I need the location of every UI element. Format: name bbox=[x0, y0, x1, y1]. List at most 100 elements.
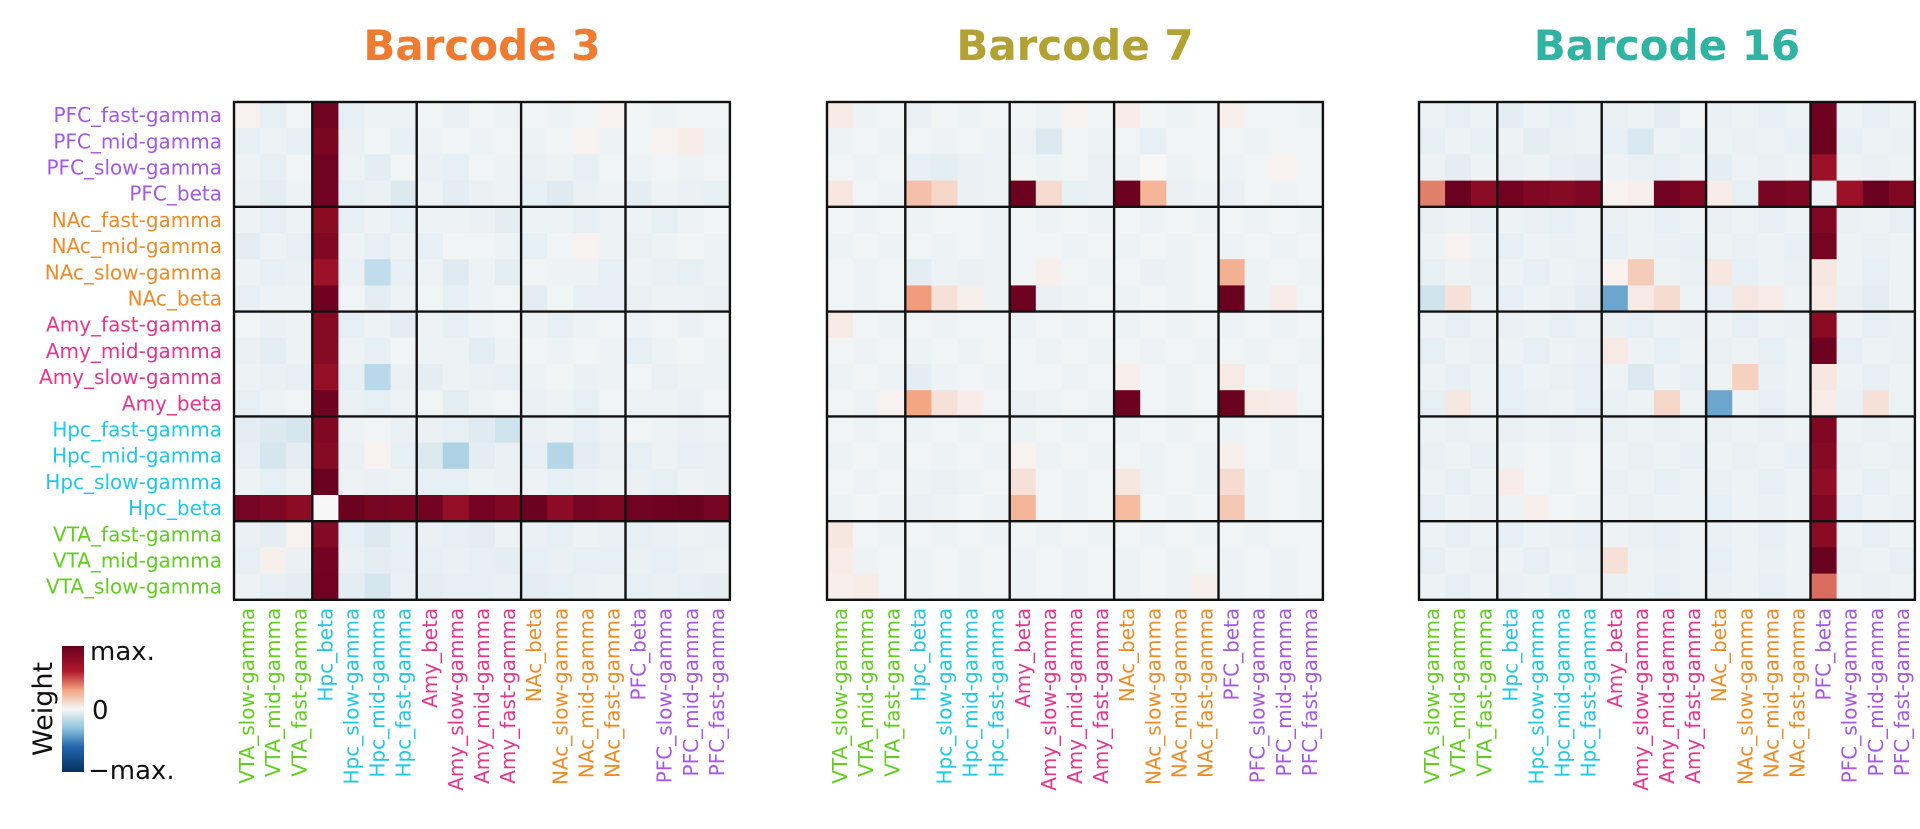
heatmap-cell bbox=[260, 233, 287, 260]
heatmap-cell bbox=[286, 128, 313, 155]
heatmap-cell bbox=[1706, 337, 1733, 365]
heatmap-cell bbox=[827, 128, 854, 155]
heatmap-cell bbox=[1888, 154, 1916, 181]
column-label: PFC_mid-gamma bbox=[1864, 608, 1888, 777]
heatmap-cell bbox=[1035, 285, 1063, 312]
heatmap-cell bbox=[1758, 259, 1785, 286]
heatmap-cell bbox=[1166, 442, 1193, 470]
heatmap-cell bbox=[495, 285, 522, 312]
heatmap-cell bbox=[1810, 364, 1837, 391]
column-label: NAc_fast-gamma bbox=[1786, 608, 1810, 778]
heatmap-cell bbox=[416, 364, 444, 391]
heatmap-cell bbox=[957, 547, 984, 574]
heatmap-cell bbox=[1114, 233, 1141, 260]
heatmap-cell bbox=[983, 442, 1011, 470]
heatmap-cell bbox=[931, 311, 958, 339]
heatmap-cell bbox=[312, 128, 339, 155]
heatmap-cell bbox=[827, 180, 854, 208]
heatmap-cell bbox=[1088, 102, 1115, 129]
heatmap-cell bbox=[1758, 416, 1785, 443]
heatmap-cell bbox=[905, 259, 932, 286]
heatmap-cell bbox=[1784, 547, 1811, 574]
heatmap-cell bbox=[1836, 573, 1864, 601]
heatmap-cell bbox=[599, 416, 626, 443]
heatmap-cell bbox=[364, 547, 391, 574]
heatmap-cell bbox=[1114, 102, 1141, 129]
heatmap-cell bbox=[1680, 495, 1707, 522]
heatmap-cell bbox=[1836, 285, 1864, 312]
column-label: VTA_slow-gamma bbox=[235, 608, 259, 784]
heatmap-cell bbox=[853, 416, 880, 443]
heatmap-cell bbox=[312, 233, 339, 260]
heatmap-cell bbox=[1862, 468, 1890, 496]
heatmap-cell bbox=[234, 573, 261, 601]
heatmap-cell bbox=[442, 521, 470, 548]
heatmap-cell bbox=[495, 547, 522, 574]
heatmap-cell bbox=[677, 416, 705, 443]
heatmap-cell bbox=[651, 468, 679, 496]
heatmap-cell bbox=[1601, 364, 1629, 391]
heatmap-cell bbox=[1114, 495, 1141, 522]
heatmap-cell bbox=[390, 390, 418, 417]
heatmap-cell bbox=[879, 390, 906, 417]
heatmap-cell bbox=[853, 442, 880, 470]
heatmap-cell bbox=[1836, 154, 1864, 181]
heatmap-cell bbox=[1497, 416, 1524, 443]
column-label: Hpc_beta bbox=[1498, 608, 1522, 702]
heatmap-cell bbox=[312, 154, 339, 181]
heatmap-cell bbox=[1549, 416, 1576, 443]
column-label: Amy_fast-gamma bbox=[1089, 608, 1113, 784]
heatmap-cell bbox=[1244, 233, 1272, 260]
heatmap-cell bbox=[1419, 128, 1446, 155]
column-label: NAc_mid-gamma bbox=[574, 608, 598, 778]
heatmap-cell bbox=[1088, 495, 1115, 522]
heatmap-cell bbox=[879, 233, 906, 260]
column-label: VTA_fast-gamma bbox=[1472, 608, 1496, 777]
heatmap-cell bbox=[547, 180, 574, 208]
heatmap-cell bbox=[338, 154, 365, 181]
heatmap-cell bbox=[1419, 154, 1446, 181]
heatmap-cell bbox=[1114, 573, 1141, 601]
heatmap-cell bbox=[599, 102, 626, 129]
heatmap-cell bbox=[827, 547, 854, 574]
heatmap-cell bbox=[1601, 495, 1629, 522]
heatmap-cell bbox=[827, 521, 854, 548]
heatmap-cell bbox=[442, 233, 470, 260]
heatmap-cell bbox=[1784, 206, 1811, 234]
heatmap-cell bbox=[547, 521, 574, 548]
row-label: Hpc_beta bbox=[128, 496, 222, 520]
heatmap-cell bbox=[1888, 102, 1916, 129]
heatmap-cell bbox=[599, 259, 626, 286]
heatmap-cell bbox=[1653, 390, 1681, 417]
heatmap-cell bbox=[827, 102, 854, 129]
heatmap-cell bbox=[827, 364, 854, 391]
heatmap-cell bbox=[879, 442, 906, 470]
heatmap-cell bbox=[1218, 285, 1245, 312]
heatmap-cell bbox=[1192, 102, 1219, 129]
heatmap-cell bbox=[495, 573, 522, 601]
heatmap-cell bbox=[1601, 285, 1629, 312]
heatmap-cell bbox=[390, 495, 418, 522]
heatmap-cell bbox=[1218, 154, 1245, 181]
heatmap-cell bbox=[651, 390, 679, 417]
heatmap-cell bbox=[827, 416, 854, 443]
heatmap-cell bbox=[879, 337, 906, 365]
heatmap-cell bbox=[1166, 547, 1193, 574]
column-label: Hpc_mid-gamma bbox=[366, 608, 390, 778]
heatmap-cell bbox=[1166, 128, 1193, 155]
heatmap-cell bbox=[677, 102, 705, 129]
heatmap-cell bbox=[957, 390, 984, 417]
heatmap-cell bbox=[1549, 233, 1576, 260]
heatmap-cell bbox=[651, 128, 679, 155]
heatmap-cell bbox=[879, 154, 906, 181]
heatmap-cell bbox=[853, 259, 880, 286]
heatmap-cell bbox=[905, 206, 932, 234]
heatmap-cell bbox=[1445, 468, 1472, 496]
heatmap-cell bbox=[1419, 102, 1446, 129]
heatmap-cell bbox=[1166, 154, 1193, 181]
panel-frame bbox=[232, 100, 732, 601]
heatmap-cell bbox=[1575, 154, 1603, 181]
heatmap-cell bbox=[1061, 521, 1089, 548]
heatmap-cell bbox=[1244, 154, 1272, 181]
